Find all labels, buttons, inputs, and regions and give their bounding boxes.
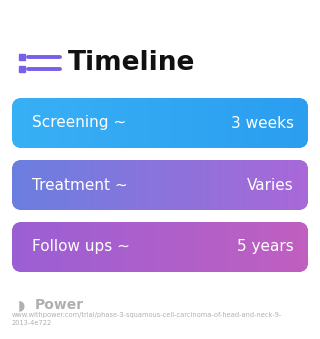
FancyBboxPatch shape <box>12 98 308 148</box>
Text: Follow ups ~: Follow ups ~ <box>32 239 130 255</box>
FancyBboxPatch shape <box>12 160 308 210</box>
Text: ◗: ◗ <box>18 298 25 312</box>
Text: Timeline: Timeline <box>68 50 196 76</box>
Text: Power: Power <box>35 298 84 312</box>
Text: Treatment ~: Treatment ~ <box>32 178 128 193</box>
Text: 5 years: 5 years <box>237 239 294 255</box>
FancyBboxPatch shape <box>12 222 308 272</box>
Text: Varies: Varies <box>247 178 294 193</box>
Text: Screening ~: Screening ~ <box>32 116 126 131</box>
Text: 3 weeks: 3 weeks <box>231 116 294 131</box>
Text: www.withpower.com/trial/phase-3-squamous-cell-carcinoma-of-head-and-neck-9-
2013: www.withpower.com/trial/phase-3-squamous… <box>12 312 282 326</box>
